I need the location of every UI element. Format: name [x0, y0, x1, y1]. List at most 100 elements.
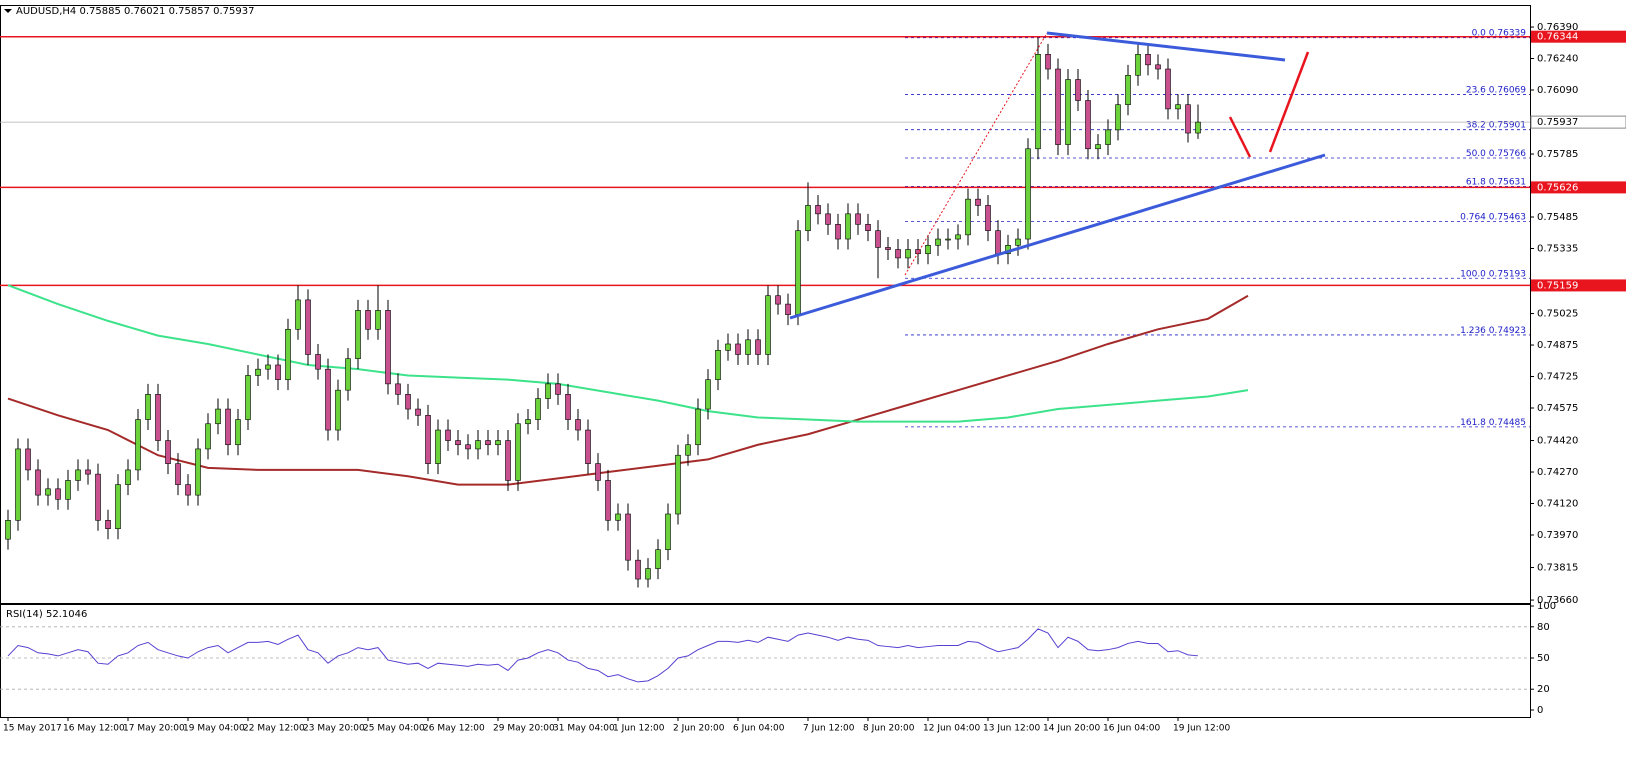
x-tick-label: 29 May 20:00: [493, 724, 555, 734]
x-tick-label: 17 May 20:00: [123, 724, 185, 734]
candle-body: [995, 230, 1001, 255]
candle-body: [725, 343, 731, 351]
y-tick-label: 0.75785: [1537, 149, 1578, 160]
y-tick-label: 0.73660: [1537, 595, 1578, 606]
projection-down: [1228, 116, 1252, 158]
candle-body: [185, 484, 191, 496]
fib-level: 1.236: [1460, 325, 1486, 335]
candle-body: [435, 429, 441, 464]
candle-body: [645, 568, 651, 580]
candle-body: [15, 448, 21, 521]
x-tick-label: 12 Jun 04:00: [923, 724, 980, 734]
candle-body: [285, 328, 291, 380]
candle-body: [475, 440, 481, 450]
fib-label: 61.8 0.75631: [1466, 177, 1526, 187]
candle-body: [1125, 75, 1131, 106]
candle-body: [895, 249, 901, 259]
candle-body: [1155, 64, 1161, 70]
y-tick-label: 0.74270: [1537, 467, 1578, 478]
candle-body: [905, 249, 911, 259]
candle-body: [105, 520, 111, 529]
level-price-label: 0.76344: [1537, 32, 1578, 43]
candle-body: [345, 358, 351, 391]
fib-level: 38.2: [1466, 120, 1486, 130]
candle-body: [385, 310, 391, 385]
fib-label: 23.6 0.76069: [1466, 85, 1526, 95]
fib-price: 0.75193: [1489, 269, 1526, 279]
candle-body: [715, 349, 721, 380]
fib-price: 0.76339: [1489, 28, 1526, 38]
y-tick-label: 0.73815: [1537, 563, 1578, 574]
x-tick-label: 2 Jun 20:00: [673, 724, 725, 734]
candle-body: [275, 364, 281, 380]
candle-body: [405, 394, 411, 410]
current-price-box: [1530, 115, 1626, 129]
candle-body: [515, 423, 521, 481]
candle-body: [195, 448, 201, 496]
fib-label: 0.0 0.76339: [1472, 28, 1527, 38]
menu-triangle: [4, 9, 12, 13]
rsi-title: RSI(14): [6, 609, 43, 620]
candle-body: [485, 440, 491, 446]
candle-body: [685, 444, 691, 456]
y-tick-label: 0.74575: [1537, 403, 1578, 414]
candle-body: [125, 469, 131, 485]
rsi-value: 52.1046: [46, 609, 87, 620]
y-tick-label: 0.74420: [1537, 436, 1578, 447]
y-tick-label: 0.76240: [1537, 54, 1578, 65]
candle-body: [525, 419, 531, 425]
candle-body: [625, 513, 631, 561]
y-tick-label: 0.74875: [1537, 340, 1578, 351]
fib-level: 50.0: [1466, 149, 1486, 159]
fib-level: 161.8: [1460, 417, 1486, 427]
candle-body: [875, 230, 881, 248]
candle-body: [1045, 54, 1051, 70]
fib-price: 0.75901: [1489, 120, 1526, 130]
candle-body: [115, 484, 121, 529]
candle-body: [695, 408, 701, 446]
candle-body: [245, 375, 251, 420]
candle-body: [605, 480, 611, 521]
fib-price: 0.76069: [1489, 85, 1526, 95]
rsi-tick-label: 50: [1537, 653, 1550, 664]
candle-body: [315, 354, 321, 370]
level-price-label: 0.75626: [1537, 182, 1578, 193]
x-tick-label: 16 May 12:00: [63, 724, 125, 734]
chart-header: AUDUSD,H4 0.75885 0.76021 0.75857 0.7593…: [16, 6, 254, 17]
projection-up: [1268, 51, 1310, 153]
candle-body: [675, 454, 681, 515]
candle-body: [975, 198, 981, 206]
x-tick-label: 14 Jun 20:00: [1043, 724, 1100, 734]
y-tick-label: 0.75025: [1537, 309, 1578, 320]
candle-body: [815, 205, 821, 215]
price-pane-frame: [0, 5, 1531, 604]
level-price-box: [1531, 181, 1626, 194]
candle-body: [935, 238, 941, 246]
candle-body: [415, 408, 421, 416]
candle-body: [1035, 54, 1041, 150]
candle-body: [225, 408, 231, 446]
candle-body: [425, 415, 431, 464]
fib-price: 0.74923: [1489, 325, 1526, 335]
candle-body: [45, 488, 51, 496]
fib-label: 50.0 0.75766: [1466, 149, 1526, 159]
candle-body: [765, 295, 771, 355]
candle-body: [295, 299, 301, 330]
plot-area: 0.76390 0.76240 0.76090 0.75785 0.75485 0.753…: [0, 22, 1626, 734]
candle-body: [1145, 54, 1151, 66]
symbol: AUDUSD,H4: [16, 6, 76, 17]
candle-body: [1015, 238, 1021, 246]
y-tick-label: 0.74120: [1537, 499, 1578, 510]
candle-body: [95, 473, 101, 521]
candle-body: [465, 444, 471, 450]
rsi-pane-frame: [0, 604, 1531, 718]
fib-level: 23.6: [1466, 85, 1486, 95]
low-value: 0.75857: [169, 6, 210, 17]
fib-level: 0.764: [1460, 212, 1486, 222]
candle-body: [1175, 104, 1181, 110]
candle-body: [535, 398, 541, 420]
candle-body: [175, 463, 181, 485]
x-tick-label: 26 May 12:00: [423, 724, 485, 734]
